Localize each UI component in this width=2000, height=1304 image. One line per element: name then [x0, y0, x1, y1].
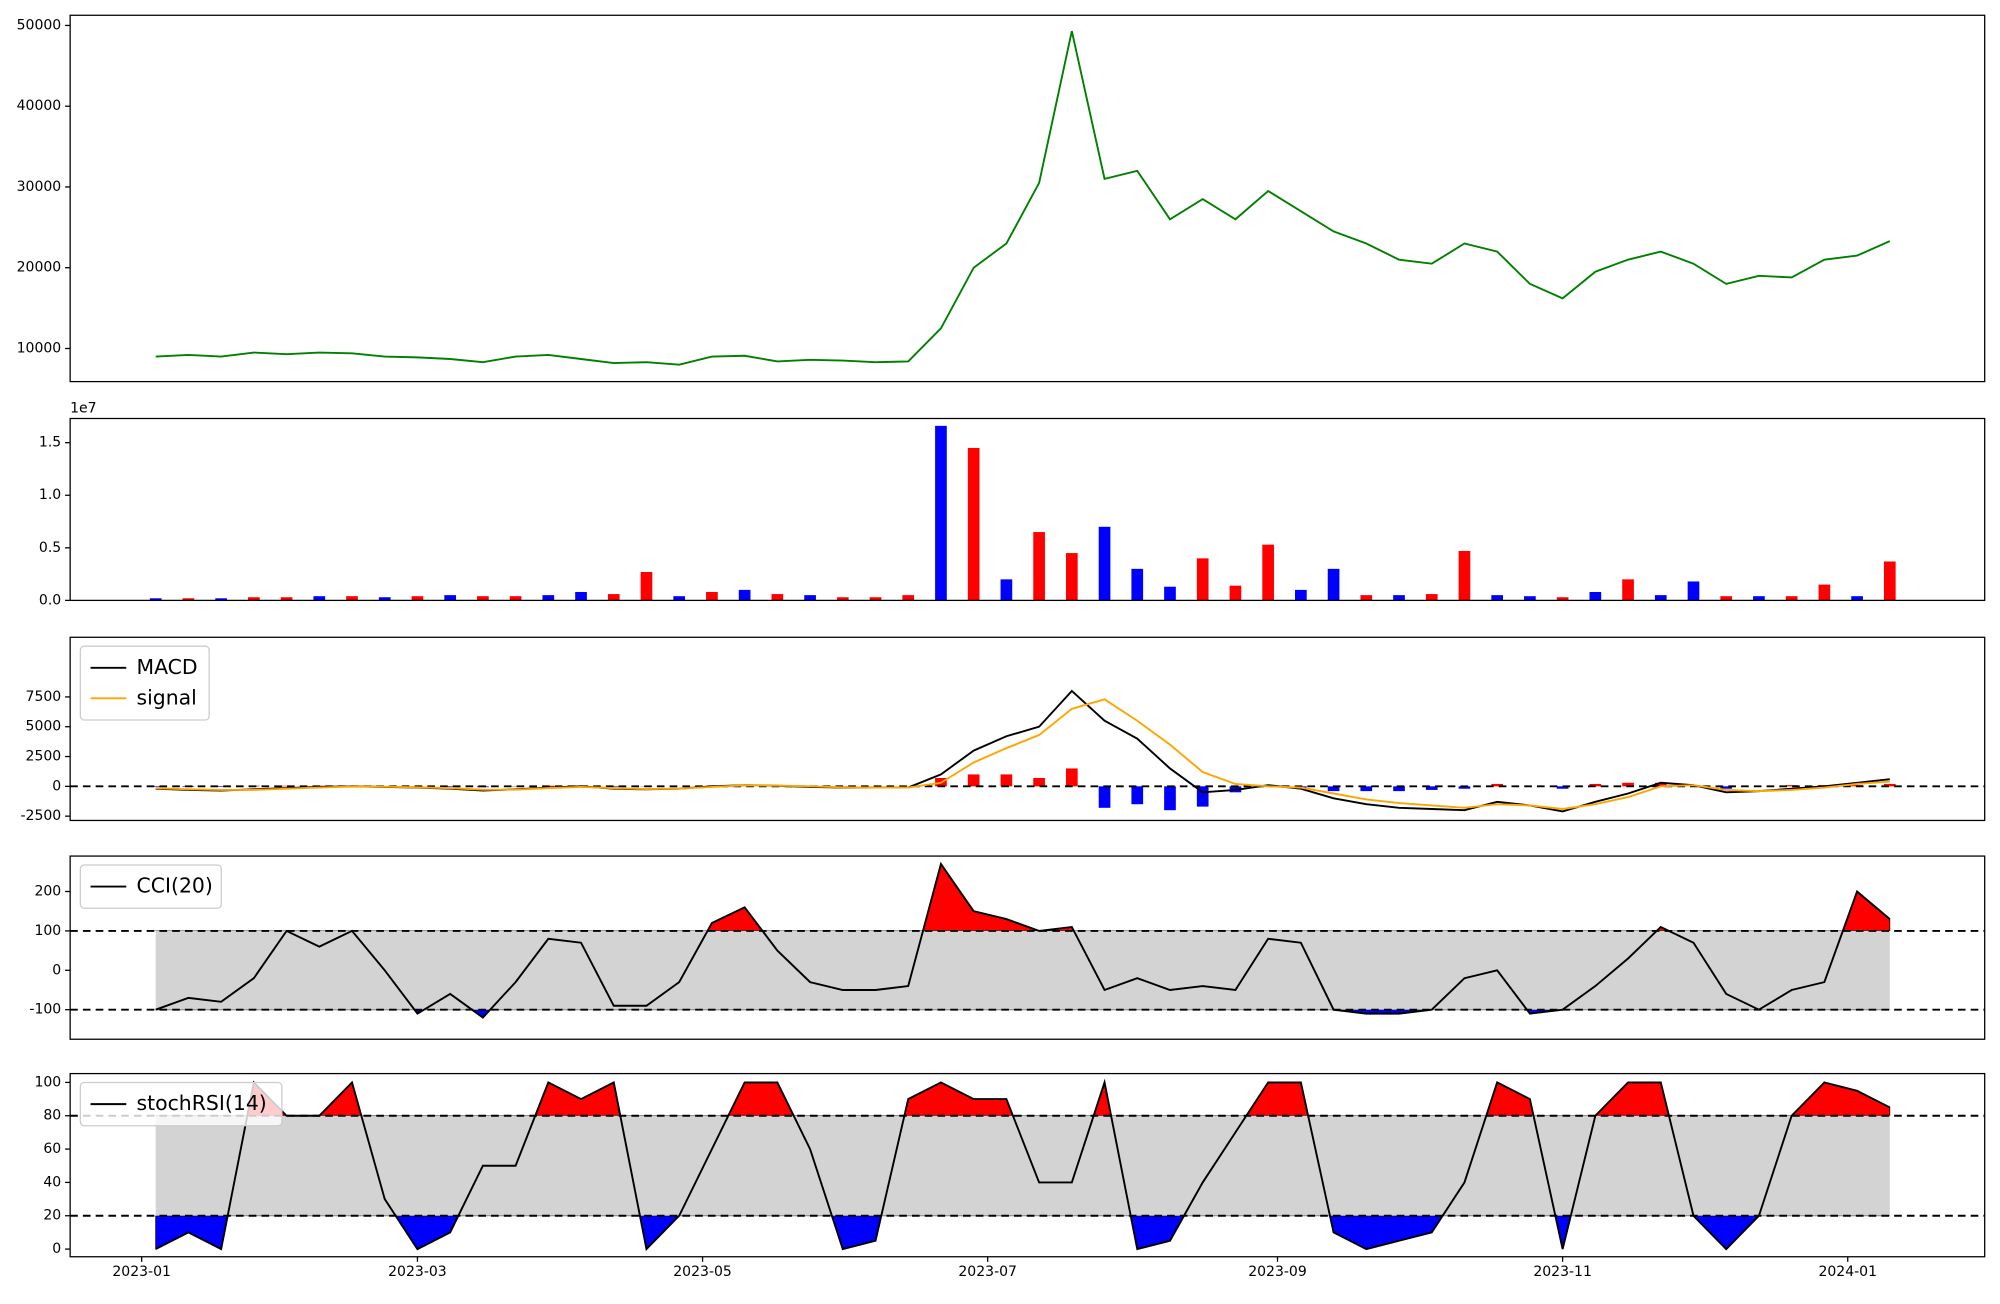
x-tick-label: 2023-11 — [1533, 1264, 1592, 1280]
y-tick-label: 1.5 — [39, 435, 61, 451]
band — [156, 1116, 1890, 1216]
bar — [1001, 579, 1013, 600]
y-tick-label: 60 — [43, 1141, 61, 1157]
x-tick-label: 2023-05 — [673, 1264, 732, 1280]
x-tick-label: 2023-01 — [112, 1264, 171, 1280]
bar — [1066, 553, 1078, 600]
y-tick-label: 2500 — [26, 749, 62, 765]
bar — [902, 595, 914, 600]
bar — [1099, 527, 1111, 601]
bar — [1491, 595, 1503, 600]
bar — [608, 594, 620, 600]
y-tick-label: 30000 — [17, 179, 62, 195]
y-tick-label: 5000 — [26, 719, 62, 735]
line — [156, 31, 1890, 365]
bar — [1426, 594, 1438, 600]
bar — [968, 448, 980, 600]
frame — [70, 15, 1985, 381]
bar — [1295, 590, 1307, 601]
line — [156, 691, 1890, 811]
y-tick-label: 100 — [34, 923, 61, 939]
histogram-bar — [1164, 786, 1176, 810]
bar — [444, 595, 456, 600]
x-tick-label: 2023-03 — [388, 1264, 447, 1280]
histogram-bar — [968, 774, 980, 786]
bar — [706, 592, 718, 600]
panel: 10000 20000 30000 40000 50000 — [17, 15, 1985, 381]
bar — [1655, 595, 1667, 600]
x-tick-label: 2023-09 — [1248, 1264, 1307, 1280]
panel: 0.0 0.5 1.0 1.5 1e7 — [39, 400, 1985, 608]
legend-label: MACD — [136, 655, 197, 679]
y-tick-label: 0 — [52, 962, 61, 978]
bar — [1622, 579, 1634, 600]
bar — [772, 594, 784, 600]
bar — [1230, 586, 1242, 601]
y-tick-label: 50000 — [17, 17, 62, 33]
bar — [804, 595, 816, 600]
histogram-bar — [1099, 786, 1111, 807]
bar — [1819, 585, 1831, 601]
histogram-bar — [1066, 768, 1078, 786]
bar — [1459, 551, 1471, 600]
panel: -100 0 100 200 CCI(20) — [29, 856, 1984, 1039]
y-tick-label: -100 — [29, 1002, 61, 1018]
bar — [1688, 581, 1700, 600]
y-tick-label: 1.0 — [39, 487, 61, 503]
bar — [542, 595, 554, 600]
y-offset-label: 1e7 — [70, 400, 96, 416]
y-tick-label: 40 — [43, 1174, 61, 1190]
bar — [1884, 561, 1896, 600]
bar — [935, 426, 947, 601]
bar — [641, 572, 653, 600]
bar — [739, 590, 751, 601]
frame — [70, 418, 1985, 600]
y-tick-label: 0 — [52, 778, 61, 794]
histogram-bar — [1033, 778, 1045, 786]
y-tick-label: 40000 — [17, 98, 62, 114]
y-tick-label: 0.5 — [39, 540, 61, 556]
bar — [1033, 532, 1045, 600]
legend-label: CCI(20) — [136, 874, 212, 898]
bar — [1262, 545, 1274, 601]
bar — [1197, 558, 1209, 600]
y-tick-label: 7500 — [26, 689, 62, 705]
y-tick-label: -2500 — [20, 808, 61, 824]
bar — [1164, 587, 1176, 601]
y-tick-label: 100 — [34, 1074, 61, 1090]
y-tick-label: 0.0 — [39, 592, 61, 608]
legend-label: stochRSI(14) — [136, 1091, 266, 1115]
panel: 0 20 40 60 80 100 2023-01 2023-03 2023-05 2023-07… — [34, 1074, 1984, 1280]
y-tick-label: 20 — [43, 1208, 61, 1224]
bar — [1131, 569, 1143, 601]
y-tick-label: 20000 — [17, 260, 62, 276]
histogram-bar — [1001, 774, 1013, 786]
bar — [1393, 595, 1405, 600]
y-tick-label: 80 — [43, 1108, 61, 1124]
bar — [575, 592, 587, 600]
y-tick-label: 200 — [34, 884, 61, 900]
bar — [1589, 592, 1601, 600]
band — [156, 931, 1890, 1010]
histogram-bar — [1131, 786, 1143, 804]
panel: -2500 0 2500 5000 7500 MACD signal — [20, 637, 1984, 824]
bar — [1360, 595, 1372, 600]
legend-label: signal — [136, 685, 196, 709]
bar — [1328, 569, 1340, 601]
frame — [70, 637, 1985, 820]
x-tick-label: 2024-01 — [1818, 1264, 1877, 1280]
y-tick-label: 10000 — [17, 341, 62, 357]
y-tick-label: 0 — [52, 1241, 61, 1257]
x-tick-label: 2023-07 — [958, 1264, 1017, 1280]
